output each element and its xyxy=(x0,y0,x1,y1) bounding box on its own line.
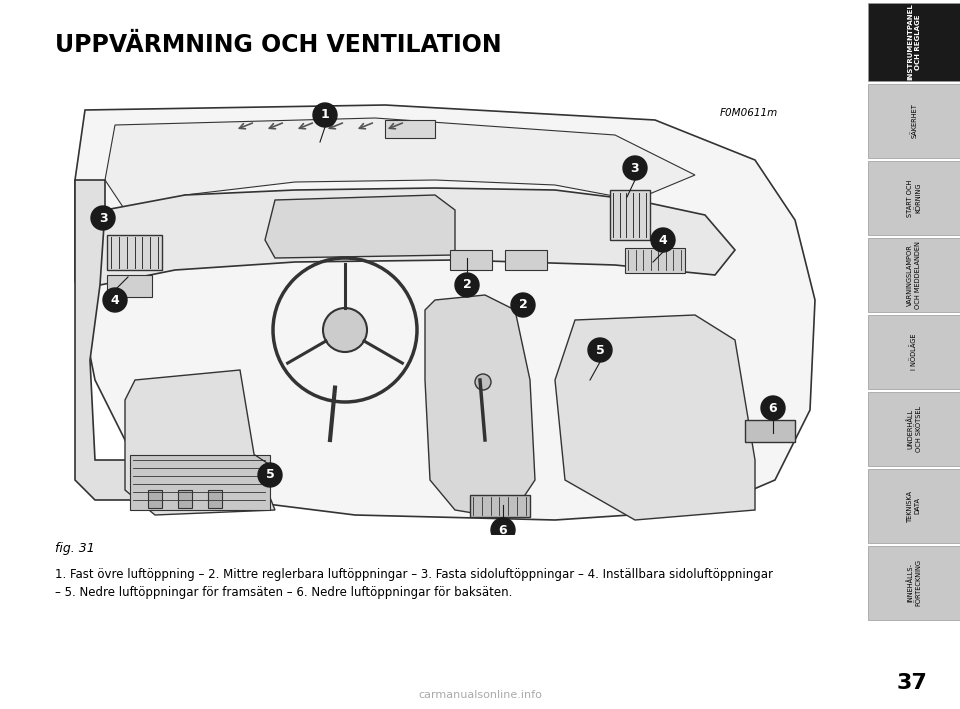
Text: fig. 31: fig. 31 xyxy=(55,542,95,555)
Bar xyxy=(178,490,192,508)
Circle shape xyxy=(475,374,491,390)
Text: 6: 6 xyxy=(498,523,507,537)
Bar xyxy=(505,250,547,270)
Bar xyxy=(130,455,270,510)
Text: SÄKERHET: SÄKERHET xyxy=(911,104,918,138)
Text: 3: 3 xyxy=(631,162,639,174)
Text: 2: 2 xyxy=(518,298,527,311)
Text: UNDERHÅLL
OCH SKÖTSEL: UNDERHÅLL OCH SKÖTSEL xyxy=(906,406,922,452)
Bar xyxy=(107,275,152,297)
Text: VARNINGSLAMPOR
OCH MEDDELANDEN: VARNINGSLAMPOR OCH MEDDELANDEN xyxy=(907,241,921,309)
Bar xyxy=(868,315,960,389)
Polygon shape xyxy=(90,188,735,285)
Bar xyxy=(868,161,960,235)
Bar xyxy=(450,250,492,270)
Text: START OCH
KÖRNING: START OCH KÖRNING xyxy=(906,179,922,217)
Polygon shape xyxy=(105,118,695,210)
Polygon shape xyxy=(265,195,455,258)
Text: – 5. Nedre luftöppningar för framsäten – 6. Nedre luftöppningar för baksäten.: – 5. Nedre luftöppningar för framsäten –… xyxy=(55,586,513,599)
Text: 2: 2 xyxy=(463,279,471,291)
Text: INNEHÅLLS-
FÖRTECKNING: INNEHÅLLS- FÖRTECKNING xyxy=(906,559,922,606)
Bar xyxy=(470,495,530,517)
Text: 4: 4 xyxy=(110,294,119,306)
Circle shape xyxy=(588,338,612,362)
Bar xyxy=(868,238,960,312)
Polygon shape xyxy=(75,105,815,520)
Bar xyxy=(385,120,435,138)
Circle shape xyxy=(313,103,337,127)
Bar xyxy=(868,3,960,81)
Text: F0M0611m: F0M0611m xyxy=(720,108,779,118)
Text: 5: 5 xyxy=(266,469,275,481)
Text: INSTRUMENTPANEL
OCH REGLAGE: INSTRUMENTPANEL OCH REGLAGE xyxy=(907,4,921,80)
Text: 5: 5 xyxy=(595,343,605,357)
Bar xyxy=(868,469,960,543)
Text: I NÖDLÄGE: I NÖDLÄGE xyxy=(911,334,918,370)
Polygon shape xyxy=(555,315,755,520)
Bar xyxy=(625,248,685,273)
Text: carmanualsonline.info: carmanualsonline.info xyxy=(418,690,542,700)
Bar xyxy=(148,490,162,508)
Circle shape xyxy=(258,463,282,487)
Polygon shape xyxy=(75,180,135,500)
Polygon shape xyxy=(125,370,275,515)
Circle shape xyxy=(323,308,367,352)
Bar xyxy=(868,84,960,158)
Circle shape xyxy=(623,156,647,180)
Bar xyxy=(610,190,650,240)
Circle shape xyxy=(491,518,515,542)
Polygon shape xyxy=(425,295,535,515)
Text: 4: 4 xyxy=(659,233,667,247)
Bar xyxy=(208,490,222,508)
Circle shape xyxy=(103,288,127,312)
Text: 3: 3 xyxy=(99,211,108,225)
Circle shape xyxy=(511,293,535,317)
Text: 1. Fast övre luftöppning – 2. Mittre reglerbara luftöppningar – 3. Fasta sidoluf: 1. Fast övre luftöppning – 2. Mittre reg… xyxy=(55,568,773,581)
Circle shape xyxy=(455,273,479,297)
Text: 6: 6 xyxy=(769,401,778,415)
Bar xyxy=(745,420,795,442)
Text: UPPVÄRMNING OCH VENTILATION: UPPVÄRMNING OCH VENTILATION xyxy=(55,33,502,57)
Bar xyxy=(107,235,162,270)
Text: TEKNISKA
DATA: TEKNISKA DATA xyxy=(907,490,921,522)
Text: 1: 1 xyxy=(321,108,329,121)
Bar xyxy=(868,392,960,466)
Text: 37: 37 xyxy=(897,673,927,693)
Circle shape xyxy=(91,206,115,230)
Circle shape xyxy=(651,228,675,252)
Bar xyxy=(868,546,960,620)
Circle shape xyxy=(761,396,785,420)
